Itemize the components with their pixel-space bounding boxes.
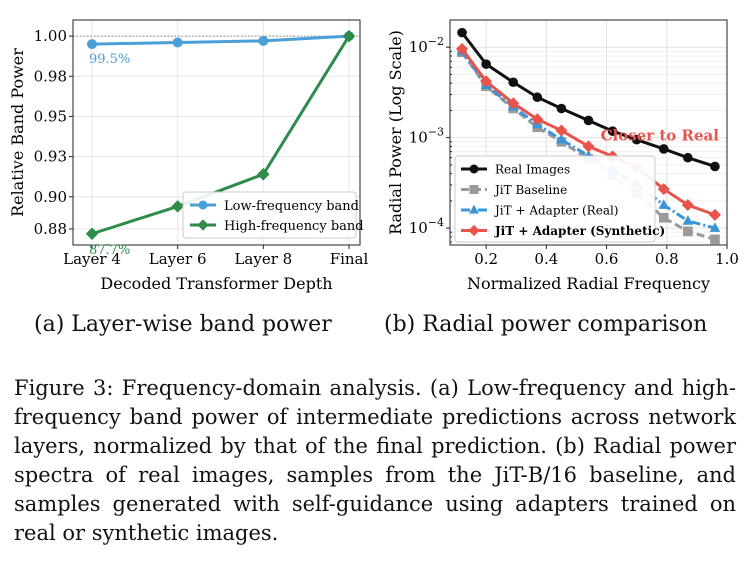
data-point-0 <box>508 77 519 88</box>
legend-marker <box>197 219 209 231</box>
legend-box <box>454 155 656 243</box>
data-point-3 <box>582 140 595 153</box>
y-tick-label: 1.00 <box>34 27 67 45</box>
x-tick-label: 0.8 <box>655 250 679 268</box>
x-tick-label: Final <box>330 250 369 268</box>
chart-a-layer-band-power: 0.88 0.90 0.93 0.95 0.98 1.00 Layer 4 Layer 6 La… <box>8 19 369 293</box>
annotation-closer-to-real: Closer to Real <box>601 127 720 145</box>
legend-label: JiT + Adapter (Synthetic) <box>494 224 665 238</box>
x-tick-label: 0.2 <box>474 250 498 268</box>
data-point-2 <box>682 215 694 225</box>
y-tick-label: 0.90 <box>34 188 67 206</box>
series-line-1 <box>460 51 716 241</box>
legend-marker <box>469 164 479 174</box>
x-tick-label: 0.4 <box>534 250 558 268</box>
plot-frame <box>449 19 728 246</box>
data-point-1 <box>683 226 693 237</box>
data-point-2 <box>658 199 670 209</box>
data-point-0 <box>710 161 720 172</box>
data-point-3 <box>657 183 670 196</box>
legend-label: JiT + Adapter (Real) <box>493 204 619 218</box>
data-point-high <box>257 168 270 181</box>
data-point-0 <box>683 152 693 163</box>
plot-frame <box>72 19 361 246</box>
data-point-3 <box>708 208 721 221</box>
legend-label: Real Images <box>495 163 570 177</box>
data-point-3 <box>507 97 520 110</box>
data-point-high <box>171 200 184 213</box>
y-tick-label: 0.98 <box>34 67 67 85</box>
data-point-high <box>342 29 356 43</box>
data-point-low <box>258 35 269 46</box>
data-point-1 <box>710 234 720 245</box>
data-point-1 <box>658 212 669 223</box>
y-tick-label: 10−4 <box>409 216 444 237</box>
y-axis-label: Radial Power (Log Scale) <box>386 30 405 235</box>
x-tick-label: Layer 6 <box>149 250 207 268</box>
data-point-0 <box>556 103 567 114</box>
legend-marker <box>468 224 480 237</box>
data-point-3 <box>531 113 544 126</box>
legend-label: High-frequency band <box>224 219 364 234</box>
x-axis-label: Normalized Radial Frequency <box>467 274 710 293</box>
legend-marker <box>198 200 208 210</box>
data-point-high <box>85 227 99 240</box>
data-point-3 <box>681 198 694 211</box>
legend-marker <box>469 185 479 194</box>
data-point-0 <box>631 134 642 145</box>
data-point-low <box>172 37 183 48</box>
x-tick-label: 0.6 <box>595 250 619 268</box>
data-point-0 <box>607 126 618 136</box>
annotation-low-value: 99.5% <box>89 52 130 67</box>
y-tick-label: 10−2 <box>409 35 444 56</box>
legend-label: Low-frequency band <box>224 199 359 214</box>
figure-canvas: 0.88 0.90 0.93 0.95 0.98 1.00 Layer 4 Layer 6 La… <box>8 19 739 293</box>
data-point-0 <box>658 144 669 154</box>
x-axis-label: Decoded Transformer Depth <box>100 274 332 293</box>
data-point-0 <box>532 92 543 103</box>
subcaption-a: (a) Layer-wise band power <box>34 312 332 337</box>
y-tick-label: 0.88 <box>34 220 67 238</box>
subcaption-b: (b) Radial power comparison <box>384 312 708 337</box>
data-point-2 <box>556 133 567 144</box>
y-tick-label: 10−3 <box>409 126 444 147</box>
legend-box <box>182 191 357 239</box>
series-line-high <box>91 35 351 236</box>
data-point-0 <box>457 27 467 38</box>
y-tick-label: 0.95 <box>34 107 67 125</box>
x-tick-label: Layer 4 <box>63 250 121 268</box>
y-axis-label: Relative Band Power <box>8 48 27 217</box>
data-point-3 <box>456 42 469 55</box>
data-point-3 <box>555 124 568 137</box>
legend-label: JiT Baseline <box>493 183 567 197</box>
data-point-low <box>87 39 97 50</box>
data-point-0 <box>583 115 594 126</box>
chart-b-radial-power: 10−4 10−3 10−2 0.2 0.4 0.6 0.8 1.0 Normalized Ra… <box>386 19 739 293</box>
series-line-low <box>91 34 350 46</box>
legend-marker <box>469 204 479 214</box>
x-tick-label: Layer 8 <box>234 250 292 268</box>
figure-caption: Figure 3: Frequency-domain analysis. (a)… <box>14 376 736 545</box>
x-tick-label: 1.0 <box>715 250 739 268</box>
data-point-3 <box>480 75 493 88</box>
data-point-2 <box>709 222 721 232</box>
annotation-high-value: 87.7% <box>89 243 130 258</box>
y-tick-label: 0.93 <box>34 148 67 166</box>
data-point-0 <box>481 59 491 69</box>
